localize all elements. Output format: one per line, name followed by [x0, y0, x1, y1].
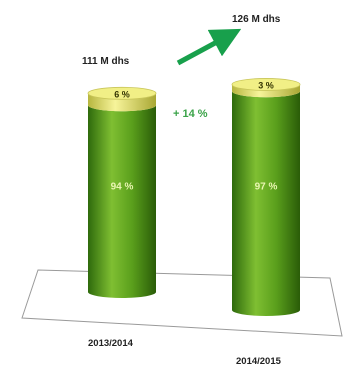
- labels-group: 94 % 6 % 111 M dhs 2013/2014 97 % 3 % 126 M dh…: [82, 14, 282, 367]
- bar-2013/2014-share-minor: [88, 93, 156, 112]
- bar-2013/2014-top-cap: [87, 86, 157, 100]
- bar-2014/2015-top-cap: [231, 78, 301, 91]
- total-label-2014/2015: 126 M dhs: [232, 14, 281, 25]
- growth-label: + 14 %: [173, 108, 208, 120]
- data-label-2014/2015-main: 97 %: [255, 182, 278, 193]
- bars-group: [87, 78, 301, 316]
- data-label-2013/2014-main: 94 %: [111, 181, 134, 192]
- category-label-2014/2015: 2014/2015: [236, 356, 282, 366]
- bar-2013/2014-share-main: [88, 105, 156, 298]
- data-label-2014/2015-minor: 3 %: [258, 80, 274, 90]
- category-label-2013/2014: 2013/2014: [88, 338, 134, 349]
- data-label-2013/2014-minor: 6 %: [114, 89, 130, 99]
- growth-arrow: [176, 28, 242, 66]
- bar-2014/2015-share-main: [232, 91, 300, 316]
- total-label-2013/2014: 111 M dhs: [82, 56, 130, 67]
